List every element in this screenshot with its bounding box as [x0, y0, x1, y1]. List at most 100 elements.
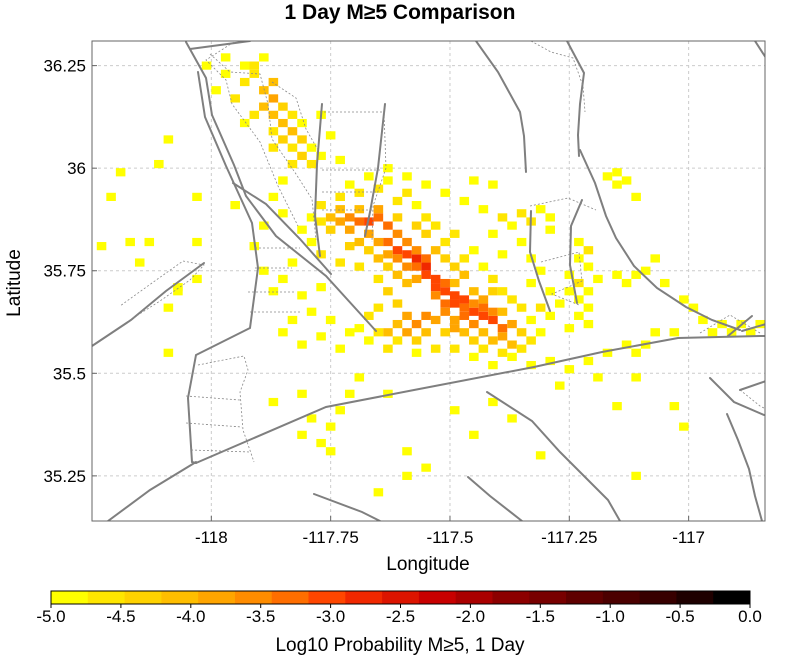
heatmap-cell	[488, 229, 498, 238]
heatmap-cell	[535, 205, 546, 214]
colorbar-tick-label: 0.0	[738, 607, 762, 626]
heatmap-cell	[440, 328, 450, 337]
heatmap-cell	[297, 225, 307, 234]
heatmap-cell	[488, 315, 498, 325]
heatmap-cell	[402, 471, 412, 480]
heatmap-cell	[516, 328, 527, 337]
heatmap-cell	[411, 221, 422, 230]
heatmap-cell	[402, 311, 412, 320]
heatmap-cell	[373, 213, 384, 222]
heatmap-cell	[392, 213, 403, 222]
heatmap-cell	[411, 348, 422, 357]
heatmap-cell	[507, 295, 517, 304]
fault-zone-outlines	[119, 41, 765, 463]
heatmap-cell	[278, 102, 288, 111]
heatmap-cell	[440, 254, 450, 263]
heatmap-cell	[459, 295, 470, 304]
heatmap-cell	[516, 237, 527, 247]
fault-trace	[739, 380, 765, 391]
fault-trace	[107, 461, 197, 521]
heatmap-cell	[344, 389, 355, 398]
heatmap-cell	[469, 299, 479, 308]
heatmap-cell	[163, 348, 174, 357]
heatmap-cell	[488, 361, 498, 370]
heatmap-cell	[402, 447, 412, 456]
heatmap-cell	[421, 328, 431, 337]
heatmap-cell	[621, 176, 632, 185]
chart-title: 1 Day M≥5 Comparison	[284, 1, 516, 24]
heatmap-cell	[364, 246, 374, 255]
colorbar-ticks: -5.0 -4.5 -4.0 -3.5 -3.0 -2.5 -2.0 -1.5 -1.0 -0.5…	[36, 604, 762, 626]
heatmap-cell	[230, 201, 240, 210]
heatmap-cell	[239, 77, 250, 87]
heatmap-cell	[488, 307, 498, 316]
heatmap-cell	[344, 180, 355, 189]
heatmap-cell	[535, 266, 546, 275]
heatmap-cell	[249, 61, 260, 70]
heatmap-cell	[402, 237, 412, 247]
heatmap-cell	[259, 266, 269, 275]
heatmap-cell	[478, 262, 489, 271]
fault-trace	[579, 149, 741, 331]
heatmap-cell	[392, 336, 403, 345]
heatmap-cell	[745, 328, 756, 337]
heatmap-cell	[373, 184, 384, 193]
heatmap-cell	[507, 221, 517, 230]
heatmap-cell	[306, 237, 317, 247]
heatmap-cell	[545, 356, 555, 366]
heatmap-cell	[383, 250, 393, 259]
heatmap-cell	[364, 229, 374, 238]
heatmap-cell	[268, 143, 279, 152]
heatmap-cell	[364, 172, 374, 181]
y-tick-label: 35.25	[43, 467, 86, 486]
heatmap-cell	[440, 307, 450, 316]
plot-frame	[91, 40, 766, 522]
colorbar-segment	[713, 591, 751, 604]
fault-zone-outline	[322, 169, 381, 211]
heatmap-cell	[574, 311, 584, 320]
heatmap-cell	[297, 151, 307, 160]
heatmap-cell	[192, 274, 202, 284]
heatmap-cell	[459, 254, 470, 263]
heatmap-cell	[354, 188, 365, 197]
heatmap-cell	[507, 414, 517, 423]
heatmap-cell	[583, 246, 594, 255]
fault-zone-outline	[739, 389, 765, 409]
heatmap-cell	[392, 229, 403, 238]
heatmap-cell	[220, 69, 231, 78]
heatmap-cell	[650, 254, 660, 263]
x-axis-label: Longitude	[386, 554, 469, 575]
heatmap-cell	[306, 414, 317, 423]
heatmap-cell	[364, 336, 374, 345]
heatmap-cell	[268, 94, 279, 103]
heatmap-cell	[402, 250, 412, 259]
heatmap-cell	[497, 324, 508, 333]
heatmap-cell	[249, 69, 260, 78]
heatmap-cell	[411, 201, 422, 210]
heatmap-cell	[373, 328, 384, 337]
heatmap-cell	[278, 274, 288, 284]
heatmap-cell	[268, 287, 279, 296]
heatmap-cell	[325, 422, 336, 431]
heatmap-cell	[631, 471, 641, 480]
heatmap-cell	[325, 213, 336, 222]
heatmap-cell	[612, 270, 622, 279]
heatmap-cell	[469, 246, 479, 255]
heatmap-cell	[478, 205, 489, 214]
heatmap-cell	[545, 311, 555, 320]
heatmap-cell	[478, 328, 489, 337]
heatmap-cell	[411, 274, 422, 284]
heatmap-cell	[469, 430, 479, 439]
heatmap-cell	[411, 319, 422, 329]
heatmap-cell	[230, 94, 240, 103]
colorbar-segment	[124, 591, 162, 604]
heatmap-cell	[259, 86, 269, 95]
heatmap-cell	[192, 237, 202, 247]
heatmap-cell	[449, 278, 460, 288]
heatmap-cell	[459, 311, 470, 320]
fault-traces	[92, 41, 765, 521]
fault-trace	[92, 262, 205, 347]
heatmap-cell	[507, 340, 517, 349]
heatmap-cell	[459, 303, 470, 312]
